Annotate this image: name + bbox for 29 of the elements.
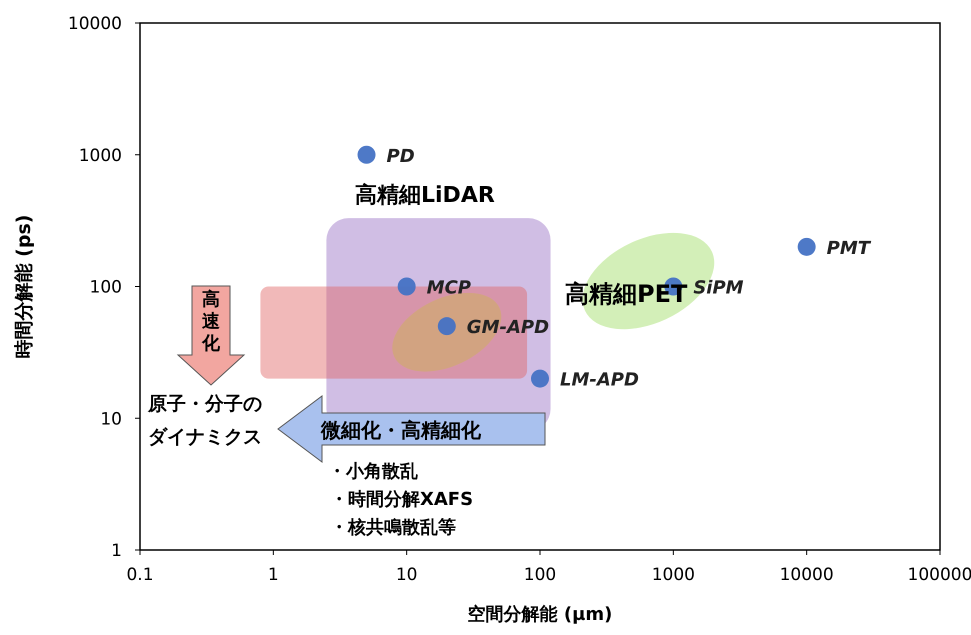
x-tick-label: 1000 <box>652 565 695 585</box>
x-tick-label: 1 <box>268 565 279 585</box>
y-tick-label: 1000 <box>78 146 122 166</box>
x-axis-title: 空間分解能 (µm) <box>468 604 612 625</box>
x-tick-label: 10000 <box>780 565 834 585</box>
x-tick-label: 0.1 <box>126 565 154 585</box>
annotation: ・小角散乱 <box>328 461 418 482</box>
x-tick-label: 100000 <box>908 565 971 585</box>
y-tick-label: 100 <box>90 278 122 298</box>
annotation: PD <box>386 146 415 167</box>
annotation: SiPM <box>693 278 744 298</box>
annotation: 高速化 <box>201 289 221 354</box>
annotation: MCP <box>426 278 471 298</box>
y-tick-label: 1 <box>111 541 122 561</box>
x-tick-label: 100 <box>524 565 556 585</box>
annotation: LM-APD <box>560 370 639 391</box>
annotation: 高精細PET <box>565 280 688 308</box>
annotation: 高精細LiDAR <box>355 182 495 208</box>
annotation: ・核共鳴散乱等 <box>330 517 456 538</box>
y-tick-label: 10000 <box>68 14 122 34</box>
x-tick-label: 10 <box>396 565 418 585</box>
annotation: 原子・分子の <box>147 393 262 415</box>
annotation: ・時間分解XAFS <box>330 489 474 510</box>
annotation: PMT <box>826 238 872 259</box>
annotation: 微細化・高精細化 <box>320 418 482 442</box>
y-axis-title: 時間分解能 (ps) <box>13 214 35 358</box>
annotation: GM-APD <box>466 317 550 338</box>
y-tick-label: 10 <box>100 409 122 430</box>
annotation: ダイナミクス <box>148 426 262 448</box>
